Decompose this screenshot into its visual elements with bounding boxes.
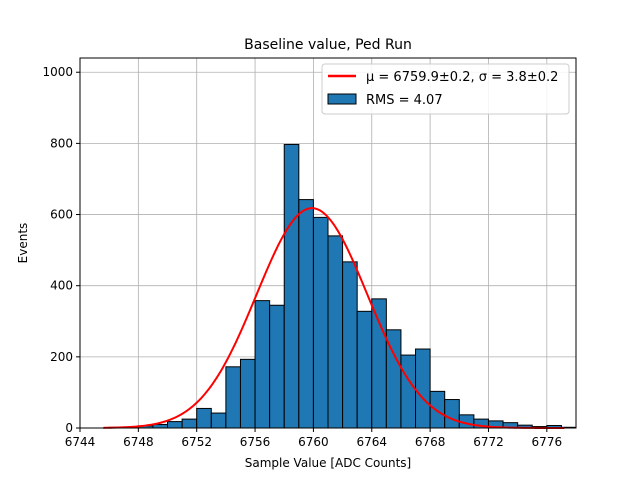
histogram-bar-15: [327, 235, 344, 429]
legend-box: [321, 63, 570, 115]
histogram-bar-23: [444, 399, 460, 429]
histogram-bar-4: [167, 421, 183, 429]
histogram-bar-6: [196, 407, 212, 429]
x-axis-label: Sample Value [ADC Counts]: [245, 456, 411, 470]
histogram-bar-8: [225, 366, 241, 429]
histogram-bar-14: [312, 216, 329, 429]
histogram-bar-21: [415, 348, 431, 429]
histogram-bar-12: [283, 143, 300, 429]
x-tick-label-8: 6776: [532, 435, 563, 449]
x-tick-label-7: 6772: [473, 435, 504, 449]
x-tick-label-3: 6756: [240, 435, 271, 449]
histogram-bar-9: [239, 358, 256, 429]
legend-rms-label: RMS = 4.07: [366, 93, 443, 108]
y-tick-label-2: 400: [50, 279, 73, 293]
y-tick-label-4: 800: [50, 136, 73, 150]
x-axis-ticks: 6744 6748 6752 6756 6760 6764 6768 6772 6776: [65, 428, 562, 449]
histogram-bar-11: [269, 304, 285, 429]
y-tick-label-5: 1000: [42, 65, 73, 79]
y-axis-label: Events: [16, 223, 30, 264]
legend-rms-patch-swatch: [327, 93, 357, 105]
y-tick-label-1: 200: [50, 350, 73, 364]
histogram-bar-18: [371, 298, 387, 429]
chart-title: Baseline value, Ped Run: [244, 37, 412, 53]
histogram-bar-16: [342, 261, 358, 429]
legend-fit-label: μ = 6759.9±0.2, σ = 3.8±0.2: [366, 70, 558, 85]
histogram-bar-22: [429, 390, 446, 429]
y-tick-label-0: 0: [65, 421, 73, 435]
x-tick-label-1: 6748: [123, 435, 154, 449]
histogram-bar-17: [356, 310, 373, 429]
histogram-bar-10: [254, 300, 271, 429]
legend: μ = 6759.9±0.2, σ = 3.8±0.2 RMS = 4.07: [321, 63, 570, 115]
histogram-bar-5: [181, 418, 198, 429]
gaussian-fit-curve: [103, 207, 565, 429]
x-tick-label-0: 6744: [65, 435, 96, 449]
x-tick-label-2: 6752: [181, 435, 212, 449]
y-tick-label-3: 600: [50, 208, 73, 222]
x-tick-label-4: 6760: [298, 435, 329, 449]
plot-frame: [79, 57, 577, 429]
histogram-bar-13: [298, 199, 314, 429]
y-axis-ticks: 0 200 400 600 800 1000: [42, 65, 80, 435]
histogram-bar-20: [400, 354, 417, 429]
histogram-bar-7: [210, 412, 227, 429]
x-tick-label-6: 6768: [415, 435, 446, 449]
x-tick-label-5: 6764: [356, 435, 387, 449]
